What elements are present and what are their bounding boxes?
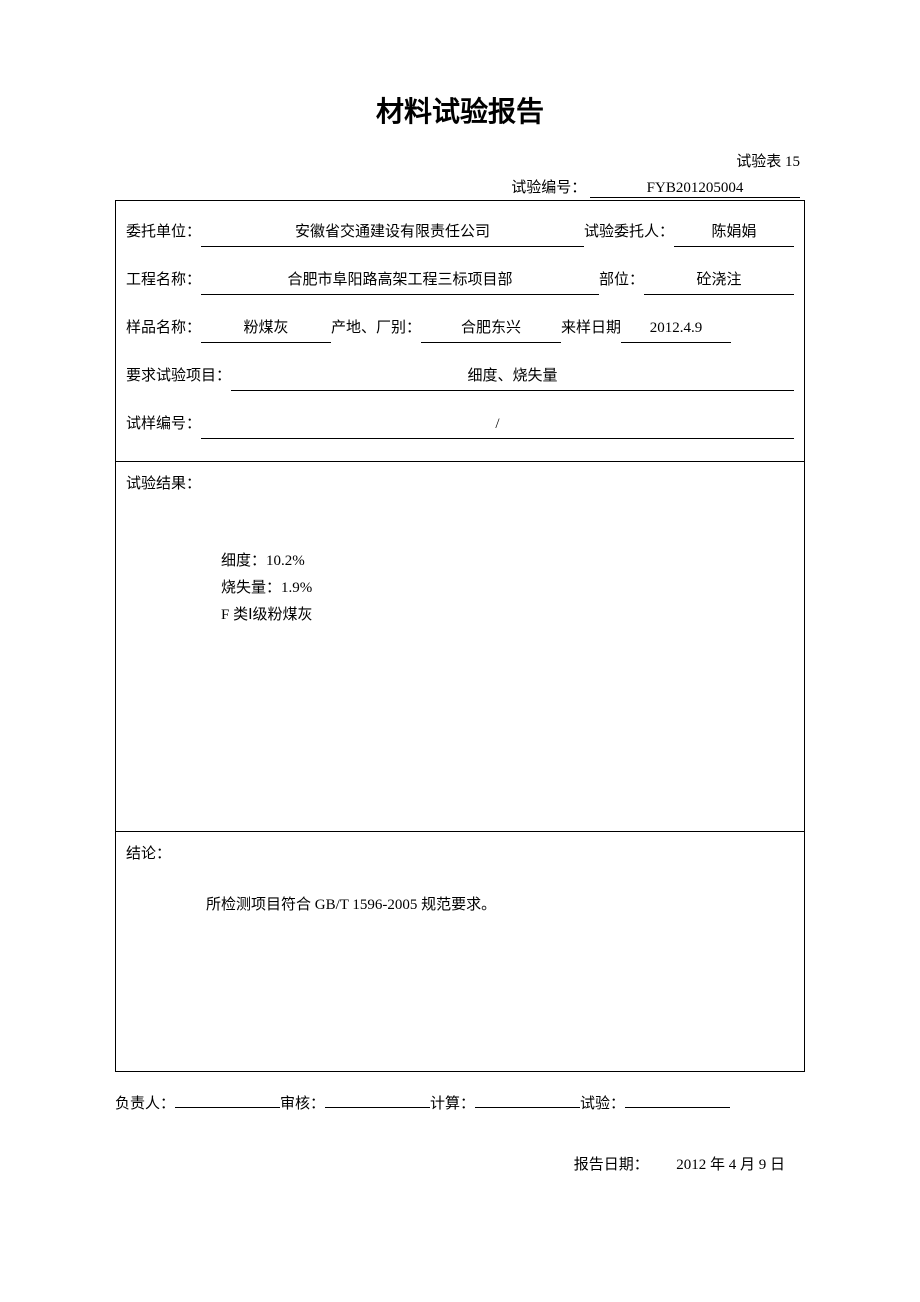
reviewer-label: 审核： xyxy=(280,1092,325,1113)
calculator-line xyxy=(475,1090,580,1108)
report-title: 材料试验报告 xyxy=(115,90,805,130)
report-date-value: 2012 年 4 月 9 日 xyxy=(676,1157,785,1173)
conclusion-label: 结论： xyxy=(126,842,794,863)
main-form-box: 委托单位： 安徽省交通建设有限责任公司 试验委托人： 陈娟娟 工程名称： 合肥市… xyxy=(115,200,805,1072)
result-line-2: 烧失量：1.9% xyxy=(221,575,794,602)
results-section: 试验结果： 细度：10.2% 烧失量：1.9% F 类Ⅰ级粉煤灰 xyxy=(116,462,804,832)
form-section: 委托单位： 安徽省交通建设有限责任公司 试验委托人： 陈娟娟 工程名称： 合肥市… xyxy=(116,201,804,462)
entrust-unit-value: 安徽省交通建设有限责任公司 xyxy=(201,219,584,247)
report-date: 报告日期： 2012 年 4 月 9 日 xyxy=(115,1153,805,1174)
sig-responsible: 负责人： xyxy=(115,1090,280,1113)
footer-signatures: 负责人： 审核： 计算： 试验： xyxy=(115,1090,805,1113)
results-content: 细度：10.2% 烧失量：1.9% F 类Ⅰ级粉煤灰 xyxy=(126,548,794,629)
sig-tester: 试验： xyxy=(580,1090,730,1113)
result-line-3: F 类Ⅰ级粉煤灰 xyxy=(221,602,794,629)
row-sample: 样品名称： 粉煤灰 产地、厂别： 合肥东兴 来样日期 2012.4.9 xyxy=(126,315,794,343)
project-name-value: 合肥市阜阳路高架工程三标项目部 xyxy=(201,267,599,295)
test-number-label: 试验编号： xyxy=(511,180,586,196)
report-date-label: 报告日期： xyxy=(574,1157,649,1173)
test-items-label: 要求试验项目： xyxy=(126,363,231,390)
table-label: 试验表 15 xyxy=(115,150,805,171)
sig-reviewer: 审核： xyxy=(280,1090,430,1113)
origin-label: 产地、厂别： xyxy=(331,315,421,342)
row-project: 工程名称： 合肥市阜阳路高架工程三标项目部 部位： 砼浇注 xyxy=(126,267,794,295)
reviewer-line xyxy=(325,1090,430,1108)
test-items-value: 细度、烧失量 xyxy=(231,363,794,391)
tester-line xyxy=(625,1090,730,1108)
row-entrust: 委托单位： 安徽省交通建设有限责任公司 试验委托人： 陈娟娟 xyxy=(126,219,794,247)
entrust-unit-label: 委托单位： xyxy=(126,219,201,246)
entrust-person-label: 试验委托人： xyxy=(584,219,674,246)
specimen-number-label: 试样编号： xyxy=(126,411,201,438)
position-label: 部位： xyxy=(599,267,644,294)
conclusion-section: 结论： 所检测项目符合 GB/T 1596-2005 规范要求。 xyxy=(116,832,804,1072)
sample-name-value: 粉煤灰 xyxy=(201,315,331,343)
sample-name-label: 样品名称： xyxy=(126,315,201,342)
tester-label: 试验： xyxy=(580,1092,625,1113)
row-test-items: 要求试验项目： 细度、烧失量 xyxy=(126,363,794,391)
sample-date-value: 2012.4.9 xyxy=(621,315,731,343)
specimen-number-value: / xyxy=(201,411,794,439)
position-value: 砼浇注 xyxy=(644,267,794,295)
conclusion-content: 所检测项目符合 GB/T 1596-2005 规范要求。 xyxy=(126,893,794,914)
origin-value: 合肥东兴 xyxy=(421,315,561,343)
responsible-line xyxy=(175,1090,280,1108)
result-line-1: 细度：10.2% xyxy=(221,548,794,575)
sample-date-label: 来样日期 xyxy=(561,315,621,342)
row-specimen-number: 试样编号： / xyxy=(126,411,794,439)
test-number-value: FYB201205004 xyxy=(590,180,800,198)
results-label: 试验结果： xyxy=(126,472,794,493)
project-name-label: 工程名称： xyxy=(126,267,201,294)
test-number-row: 试验编号： FYB201205004 xyxy=(115,176,805,198)
responsible-label: 负责人： xyxy=(115,1092,175,1113)
entrust-person-value: 陈娟娟 xyxy=(674,219,794,247)
sig-calculator: 计算： xyxy=(430,1090,580,1113)
calculator-label: 计算： xyxy=(430,1092,475,1113)
